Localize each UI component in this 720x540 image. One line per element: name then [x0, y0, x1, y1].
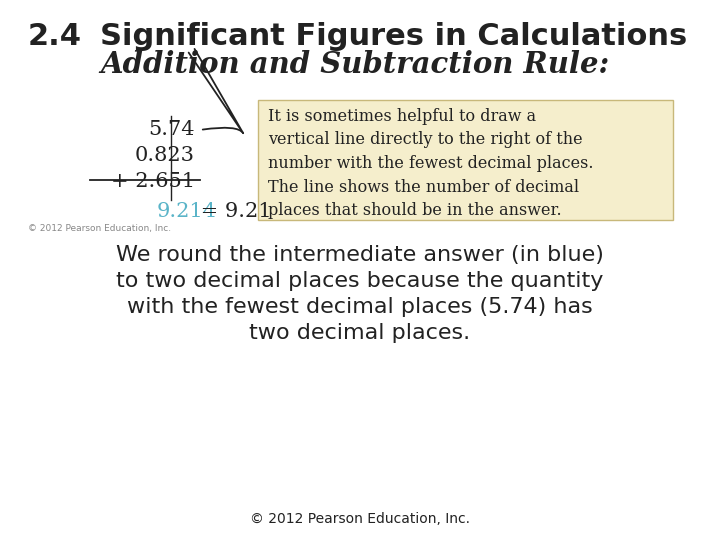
Text: 9.214: 9.214: [157, 202, 217, 221]
Text: two decimal places.: two decimal places.: [249, 323, 471, 343]
Text: © 2012 Pearson Education, Inc.: © 2012 Pearson Education, Inc.: [28, 224, 171, 233]
Text: 5.74: 5.74: [148, 120, 195, 139]
Text: to two decimal places because the quantity: to two decimal places because the quanti…: [117, 271, 603, 291]
Text: We round the intermediate answer (in blue): We round the intermediate answer (in blu…: [116, 245, 604, 265]
Text: = 9.21: = 9.21: [194, 202, 271, 221]
Text: 2.4: 2.4: [28, 22, 82, 51]
Text: Addition and Subtraction Rule:: Addition and Subtraction Rule:: [100, 50, 609, 79]
FancyBboxPatch shape: [258, 100, 673, 220]
Text: Significant Figures in Calculations: Significant Figures in Calculations: [100, 22, 688, 51]
Text: + 2.651: + 2.651: [111, 172, 195, 191]
Text: © 2012 Pearson Education, Inc.: © 2012 Pearson Education, Inc.: [250, 512, 470, 526]
Text: 0.823: 0.823: [135, 146, 195, 165]
Text: It is sometimes helpful to draw a
vertical line directly to the right of the
num: It is sometimes helpful to draw a vertic…: [268, 108, 593, 219]
Text: with the fewest decimal places (5.74) has: with the fewest decimal places (5.74) ha…: [127, 297, 593, 317]
